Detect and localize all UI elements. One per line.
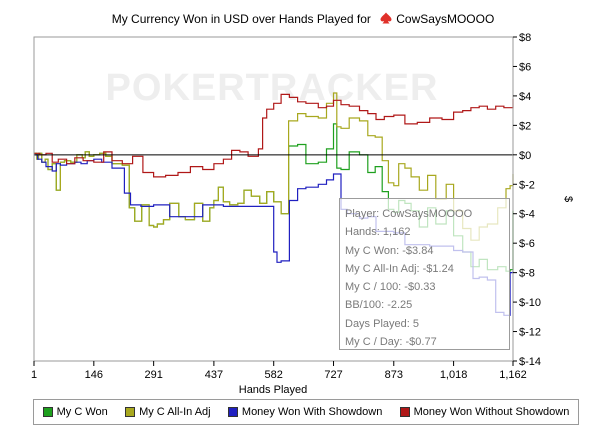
- tooltip-line: My C / 100: -$0.33: [345, 281, 436, 294]
- legend-label: My C Won: [56, 406, 108, 418]
- legend-label: Money Won With Showdown: [241, 406, 383, 418]
- tooltip-line: My C All-In Adj: -$1.24: [345, 262, 454, 275]
- legend-swatch: [399, 407, 410, 417]
- series-line-2: [34, 92, 514, 241]
- legend: My C Won My C All-In Adj Money Won With Sh…: [33, 399, 579, 425]
- y-tick-label: $0: [519, 150, 531, 162]
- y-tick-label: $6: [519, 61, 531, 73]
- legend-item: Money Won With Showdown: [227, 406, 383, 418]
- y-tick-label: $-8: [519, 268, 535, 280]
- legend-item: My C Won: [42, 406, 108, 418]
- legend-swatch: [42, 407, 53, 417]
- tooltip-line: Days Played: 5: [345, 317, 419, 330]
- x-tick-label: 1: [31, 369, 37, 381]
- y-tick-label: $-12: [519, 327, 541, 339]
- spade-icon: [380, 12, 392, 24]
- y-tick-label: $-4: [519, 209, 535, 221]
- x-tick-label: 873: [385, 369, 403, 381]
- y-tick-label: $8: [519, 32, 531, 44]
- x-tick-label: 437: [205, 369, 223, 381]
- chart-title-prefix: My Currency Won in USD over Hands Played…: [111, 12, 371, 26]
- x-tick-label: 582: [265, 369, 283, 381]
- series-line-4: [34, 93, 514, 178]
- y-tick-label: $-14: [519, 356, 541, 368]
- y-tick-label: $2: [519, 120, 531, 132]
- x-tick-label: 291: [144, 369, 162, 381]
- legend-swatch: [227, 407, 238, 417]
- y-tick-label: $4: [519, 91, 531, 103]
- tooltip-line: My C / Day: -$0.77: [345, 336, 437, 349]
- tooltip-line: BB/100: -2.25: [345, 299, 413, 312]
- y-tick-label: $-10: [519, 297, 541, 309]
- axes: $8 $6 $4 $2 $0 $-2 $-4 $-6 $-8 $-10 $-12 $-14 1 146 29…: [31, 32, 541, 381]
- legend-swatch: [125, 407, 136, 417]
- x-tick-label: 727: [324, 369, 342, 381]
- chart-title: My Currency Won in USD over Hands Played…: [0, 12, 606, 26]
- y-tick-label: $-2: [519, 179, 535, 191]
- legend-label: Money Won Without Showdown: [413, 406, 570, 418]
- x-tick-label: 146: [85, 369, 103, 381]
- y-axis-label: $: [562, 196, 574, 202]
- x-tick-label: 1,162: [499, 369, 527, 381]
- stats-tooltip: Player: CowSaysMOOOO Hands: 1,162 My C Won…: [339, 198, 510, 350]
- tooltip-line: Player: CowSaysMOOOO: [345, 208, 473, 220]
- chart-title-player: CowSaysMOOOO: [396, 12, 495, 26]
- watermark: POKERTRACKER: [106, 67, 439, 109]
- legend-item: Money Won Without Showdown: [399, 406, 570, 418]
- legend-label: My C All-In Adj: [139, 406, 211, 418]
- legend-item: My C All-In Adj: [125, 406, 211, 418]
- x-tick-label: 1,018: [440, 369, 468, 381]
- x-axis-label: Hands Played: [239, 384, 308, 396]
- tooltip-line: Hands: 1,162: [345, 226, 411, 239]
- y-tick-label: $-6: [519, 238, 535, 250]
- tooltip-line: My C Won: -$3.84: [345, 244, 434, 257]
